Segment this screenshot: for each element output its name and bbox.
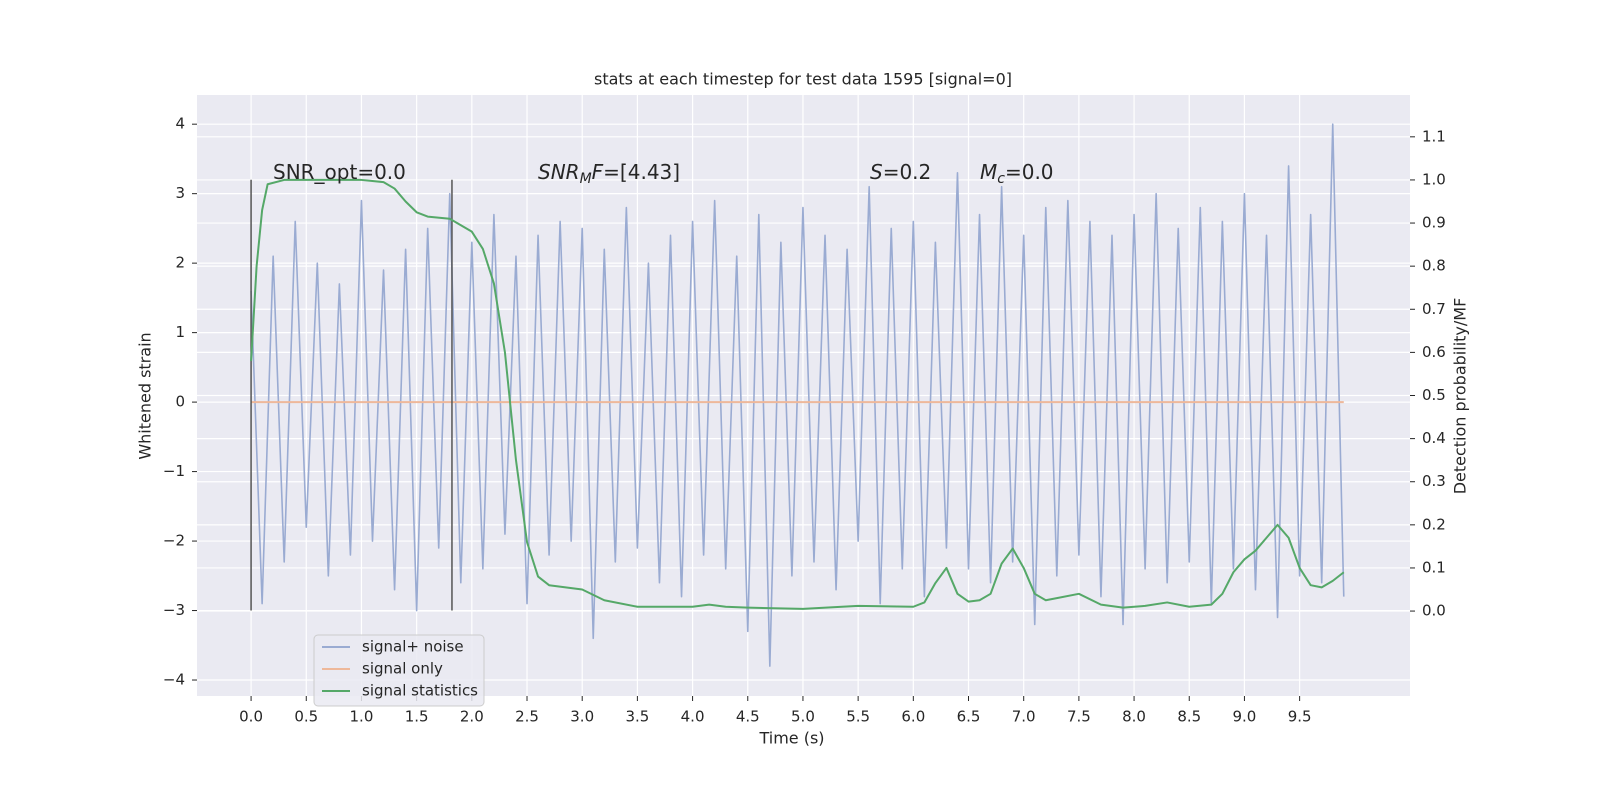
- x-tick-label: 0.5: [294, 708, 318, 726]
- annotation-part: c: [997, 171, 1005, 187]
- x-tick-label: 2.0: [460, 708, 484, 726]
- x-axis-label: Time (s): [758, 729, 824, 748]
- x-tick-label: 7.5: [1067, 708, 1091, 726]
- y-tick-label: 4: [175, 115, 185, 133]
- y-tick-label: 2: [175, 254, 185, 272]
- annotation-part: M: [980, 160, 997, 184]
- series-line: [250, 178, 1345, 610]
- x-tick-label: 6.0: [901, 708, 925, 726]
- y2-tick-label: 0.2: [1422, 515, 1446, 533]
- annotation-part: SNR_opt=0.0: [273, 160, 406, 184]
- x-tick-label: 6.5: [957, 708, 981, 726]
- x-tick-label: 0.0: [239, 708, 263, 726]
- y2-tick-label: 0.8: [1422, 257, 1446, 275]
- x-tick-label: 8.5: [1177, 708, 1201, 726]
- annotation: SNR_opt=0.0: [273, 160, 406, 184]
- y2-tick-label: 0.3: [1422, 472, 1446, 490]
- x-tick-label: 8.0: [1122, 708, 1146, 726]
- x-tick-label: 3.5: [625, 708, 649, 726]
- y2-tick-label: 0.1: [1422, 558, 1446, 576]
- chart-title: stats at each timestep for test data 159…: [594, 70, 1012, 89]
- annotation: Mc=0.0: [980, 160, 1054, 188]
- y2-tick-label: 0.0: [1422, 602, 1446, 620]
- annotation-part: S: [870, 160, 883, 184]
- y2-tick-label: 0.5: [1422, 386, 1446, 404]
- annotation: S=0.2: [870, 160, 931, 184]
- annotation-part: =[4.43]: [603, 160, 680, 184]
- y2-tick-label: 0.4: [1422, 429, 1446, 447]
- legend-box: [313, 634, 485, 707]
- y2-tick-label: 0.7: [1422, 300, 1446, 318]
- annotation-part: =0.0: [1005, 160, 1054, 184]
- y2-tick-label: 0.6: [1422, 343, 1446, 361]
- annotation-part: M: [580, 171, 592, 187]
- y2-tick-label: 1.1: [1422, 127, 1446, 145]
- annotation-part: SNR: [538, 160, 580, 184]
- x-tick-label: 5.5: [846, 708, 870, 726]
- y2-tick-label: 0.9: [1422, 214, 1446, 232]
- x-tick-label: 2.5: [515, 708, 539, 726]
- x-tick-label: 1.5: [405, 708, 429, 726]
- y2-axis-label: Detection probability/MF: [1451, 298, 1470, 495]
- y-tick-label: 3: [175, 184, 185, 202]
- y-tick-label: 0: [175, 393, 185, 411]
- x-tick-label: 5.0: [791, 708, 815, 726]
- y-tick-label: −1: [163, 462, 185, 480]
- legend-label: signal statistics: [362, 682, 478, 700]
- y-tick-label: −3: [163, 601, 185, 619]
- x-tick-label: 7.0: [1012, 708, 1036, 726]
- annotation-part: =0.2: [883, 160, 932, 184]
- series-line: [250, 123, 1345, 667]
- legend-label: signal only: [362, 660, 443, 678]
- x-tick-label: 1.0: [350, 708, 374, 726]
- y-tick-label: −2: [163, 532, 185, 550]
- annotation-part: F: [592, 160, 604, 184]
- y-tick-label: −4: [163, 671, 185, 689]
- y2-tick-label: 1.0: [1422, 170, 1446, 188]
- x-tick-label: 9.0: [1233, 708, 1257, 726]
- y-tick-label: 1: [175, 323, 185, 341]
- x-tick-label: 4.0: [681, 708, 705, 726]
- x-tick-label: 4.5: [736, 708, 760, 726]
- legend-label: signal+ noise: [362, 638, 464, 656]
- annotation: SNRMF=[4.43]: [538, 160, 680, 188]
- x-tick-label: 3.0: [570, 708, 594, 726]
- y-axis-label: Whitened strain: [136, 332, 155, 459]
- x-tick-label: 9.5: [1288, 708, 1312, 726]
